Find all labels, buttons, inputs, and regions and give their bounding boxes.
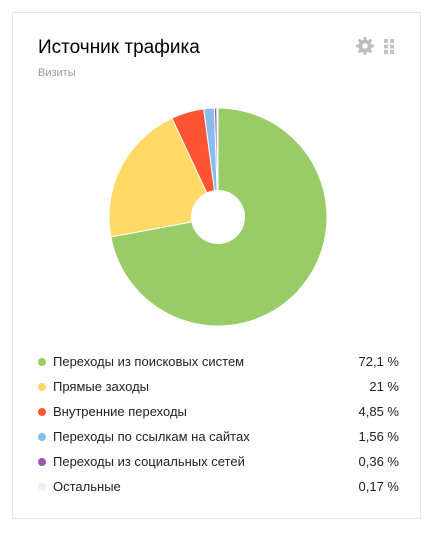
- legend-value: 21 %: [369, 379, 399, 394]
- legend-label: Переходы из социальных сетей: [53, 454, 245, 469]
- traffic-source-widget: Источник трафика Визиты Переходы из поис…: [12, 12, 421, 519]
- legend-label: Переходы по ссылкам на сайтах: [53, 429, 250, 444]
- legend-color-dot: [38, 358, 46, 366]
- legend-label: Переходы из поисковых систем: [53, 354, 245, 369]
- legend-color-dot: [38, 408, 46, 416]
- legend-value: 72,1 %: [358, 354, 399, 369]
- legend-value: 0,36 %: [358, 454, 399, 469]
- widget-subtitle: Визиты: [38, 67, 76, 79]
- legend-item[interactable]: Остальные 0,17 %: [33, 474, 399, 499]
- legend-color-dot: [38, 458, 46, 466]
- pie-slice-1[interactable]: [108, 117, 219, 238]
- legend-item[interactable]: Переходы из социальных сетей 0,36 %: [33, 449, 399, 474]
- pie-slice-5[interactable]: [216, 107, 219, 218]
- legend-label: Прямые заходы: [53, 379, 150, 394]
- legend-label: Остальные: [53, 479, 121, 494]
- legend-item[interactable]: Внутренние переходы 4,85 %: [33, 399, 399, 424]
- legend-item[interactable]: Переходы из поисковых систем 72,1 %: [33, 349, 399, 374]
- drag-handle-icon[interactable]: [384, 39, 394, 54]
- legend-color-dot: [38, 383, 46, 391]
- donut-hole: [191, 190, 245, 244]
- legend-item[interactable]: Прямые заходы 21 %: [33, 374, 399, 399]
- legend-value: 1,56 %: [358, 429, 399, 444]
- legend-item[interactable]: Переходы по ссылкам на сайтах 1,56 %: [33, 424, 399, 449]
- gear-icon[interactable]: [355, 36, 375, 56]
- traffic-pie-chart: [108, 107, 328, 327]
- legend-value: 4,85 %: [358, 404, 399, 419]
- legend-color-dot: [38, 483, 46, 491]
- legend-value: 0,17 %: [358, 479, 399, 494]
- chart-legend: Переходы из поисковых систем 72,1 % Прямые…: [33, 349, 399, 499]
- legend-label: Внутренние переходы: [53, 404, 187, 419]
- widget-title: Источник трафика: [38, 37, 200, 58]
- legend-color-dot: [38, 433, 46, 441]
